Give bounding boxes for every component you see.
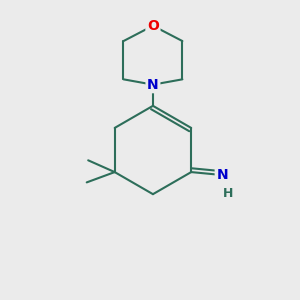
Text: H: H (223, 187, 233, 200)
Text: O: O (147, 19, 159, 33)
Text: N: N (147, 78, 159, 92)
Text: N: N (216, 168, 228, 182)
